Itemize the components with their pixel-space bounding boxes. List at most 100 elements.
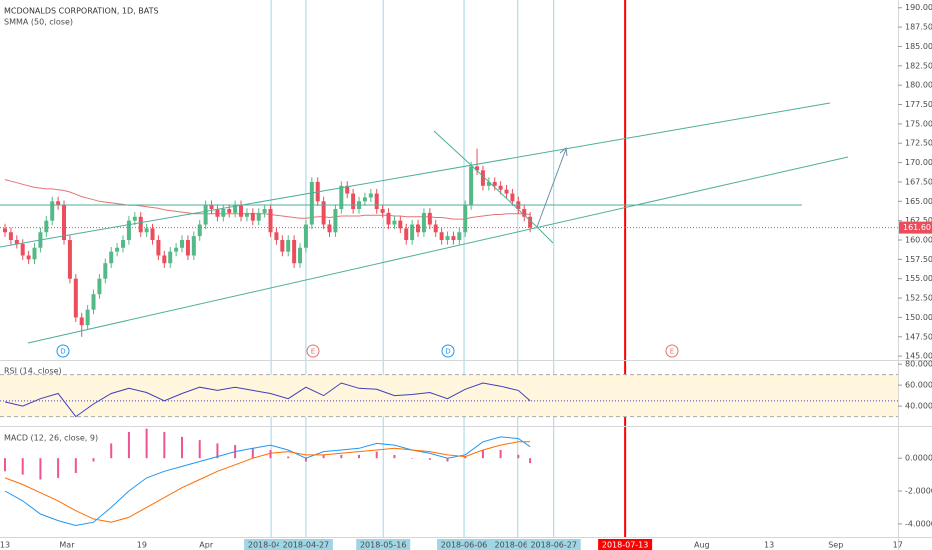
y-tick-label: 0.0000: [905, 454, 932, 463]
y-tick-label: 187.50: [905, 23, 932, 32]
macd-histogram-bar: [340, 454, 343, 459]
rsi-line: [4, 382, 531, 418]
macd-histogram-bar: [499, 449, 502, 459]
event-label: D: [445, 348, 450, 356]
macd-histogram-bar: [127, 431, 130, 459]
macd-histogram-bar: [428, 458, 431, 460]
event-marker: [56, 344, 70, 358]
x-tick-label: Sep: [828, 541, 843, 550]
candle-body: [221, 209, 226, 217]
macd-histogram-bar: [393, 454, 396, 459]
candle-body: [309, 181, 314, 225]
y-tick-label: 175.00: [905, 119, 932, 128]
candle-body: [20, 243, 25, 256]
candle-body: [85, 309, 90, 326]
indicator-title: MACD (12, 26, close, 9): [4, 434, 98, 443]
candle-body: [469, 166, 474, 206]
candle-body: [215, 209, 220, 217]
macd-histogram-bar: [181, 436, 184, 459]
candle-body: [150, 228, 155, 240]
macd-histogram-bar: [57, 458, 60, 478]
last-price-label: 161.60: [903, 223, 931, 232]
candle-body: [62, 205, 67, 240]
date-marker-badge: [278, 539, 333, 550]
candle-body: [132, 216, 137, 221]
candle-body: [103, 263, 108, 279]
x-tick-label: 13: [0, 541, 10, 550]
date-marker-badge: [598, 539, 653, 550]
macd-histogram-bar: [529, 458, 532, 464]
candle-body: [292, 240, 297, 264]
candle-body: [115, 247, 120, 252]
x-tick-label: 2018-07-13: [602, 541, 649, 550]
candle-body: [209, 205, 214, 210]
y-tick-label: 150.00: [905, 313, 932, 322]
x-tick-label: 13: [764, 541, 774, 550]
candle-body: [274, 232, 279, 240]
date-marker-badge: [356, 539, 411, 550]
rsi-band: [0, 374, 898, 417]
macd-histogram-bar: [446, 458, 449, 462]
macd-line: [4, 436, 531, 527]
candle-body: [439, 232, 444, 240]
candle-body: [144, 228, 149, 233]
chart-title: MCDONALDS CORPORATION, 1D, BATS: [4, 7, 159, 16]
candle-body: [56, 201, 61, 206]
y-tick-label: 60.0000: [905, 381, 932, 390]
macd-histogram-bar: [4, 458, 7, 472]
candle-body: [3, 228, 8, 233]
y-tick-label: 157.50: [905, 255, 932, 264]
last-price-badge: [899, 221, 932, 234]
macd-histogram-bar: [481, 449, 484, 459]
indicator-title: RSI (14, close): [4, 367, 62, 376]
macd-histogram-bar: [21, 458, 24, 475]
macd-histogram-bar: [198, 440, 201, 459]
candle-body: [97, 278, 102, 295]
candle-body: [174, 247, 179, 252]
candle-body: [203, 205, 208, 225]
candle-body: [262, 209, 267, 213]
y-tick-label: 155.00: [905, 274, 932, 283]
x-tick-label: Aug: [694, 541, 710, 550]
candle-body: [374, 193, 379, 210]
macd-histogram-bar: [145, 428, 148, 459]
candle-body: [239, 205, 244, 217]
candle-body: [351, 193, 356, 210]
candle-body: [510, 193, 515, 202]
candle-body: [185, 240, 190, 256]
candle-body: [26, 255, 31, 260]
candle-body: [227, 209, 232, 213]
date-marker-badge: [244, 539, 299, 550]
candle-body: [44, 220, 49, 233]
trend-segment: [471, 165, 538, 228]
indicator-title: SMMA (50, close): [4, 18, 73, 27]
x-tick-label: Mar: [59, 541, 75, 550]
trend-channel-lower: [27, 156, 849, 344]
trend-channel-upper: [0, 102, 831, 248]
event-marker: [441, 344, 455, 358]
date-marker-badge: [526, 539, 581, 550]
arrow-head: [559, 147, 568, 157]
y-tick-label: 40.0000: [905, 402, 932, 411]
candle-body: [32, 247, 37, 260]
y-tick-label: 172.50: [905, 139, 932, 148]
projection-arrow: [536, 148, 567, 228]
macd-histogram-bar: [163, 431, 166, 459]
macd-histogram-bar: [464, 456, 467, 459]
x-tick-label: 2018-06-06: [441, 541, 488, 550]
candle-body: [362, 197, 367, 202]
y-tick-label: -4.0000: [905, 519, 932, 528]
macd-histogram-bar: [287, 456, 290, 459]
y-tick-label: 180.00: [905, 81, 932, 90]
candle-body: [433, 224, 438, 233]
smma-line: [4, 179, 531, 220]
candle-body: [528, 216, 533, 228]
macd-histogram-bar: [375, 451, 378, 459]
candle-body: [492, 181, 497, 186]
candle-body: [463, 205, 468, 233]
y-tick-label: 160.00: [905, 236, 932, 245]
event-marker: [306, 344, 320, 358]
event-label: E: [311, 348, 315, 356]
